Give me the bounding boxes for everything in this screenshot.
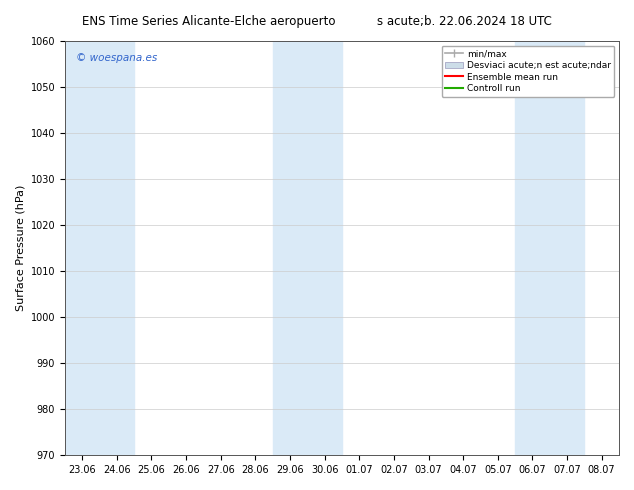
Text: © woespana.es: © woespana.es	[76, 53, 157, 64]
Bar	[273, 41, 342, 455]
Legend: min/max, Desviaci acute;n est acute;ndar, Ensemble mean run, Controll run: min/max, Desviaci acute;n est acute;ndar…	[442, 46, 614, 97]
Text: s acute;b. 22.06.2024 18 UTC: s acute;b. 22.06.2024 18 UTC	[377, 15, 552, 28]
Text: ENS Time Series Alicante-Elche aeropuerto: ENS Time Series Alicante-Elche aeropuert…	[82, 15, 336, 28]
Bar	[65, 41, 134, 455]
Bar	[515, 41, 585, 455]
Y-axis label: Surface Pressure (hPa): Surface Pressure (hPa)	[15, 185, 25, 311]
